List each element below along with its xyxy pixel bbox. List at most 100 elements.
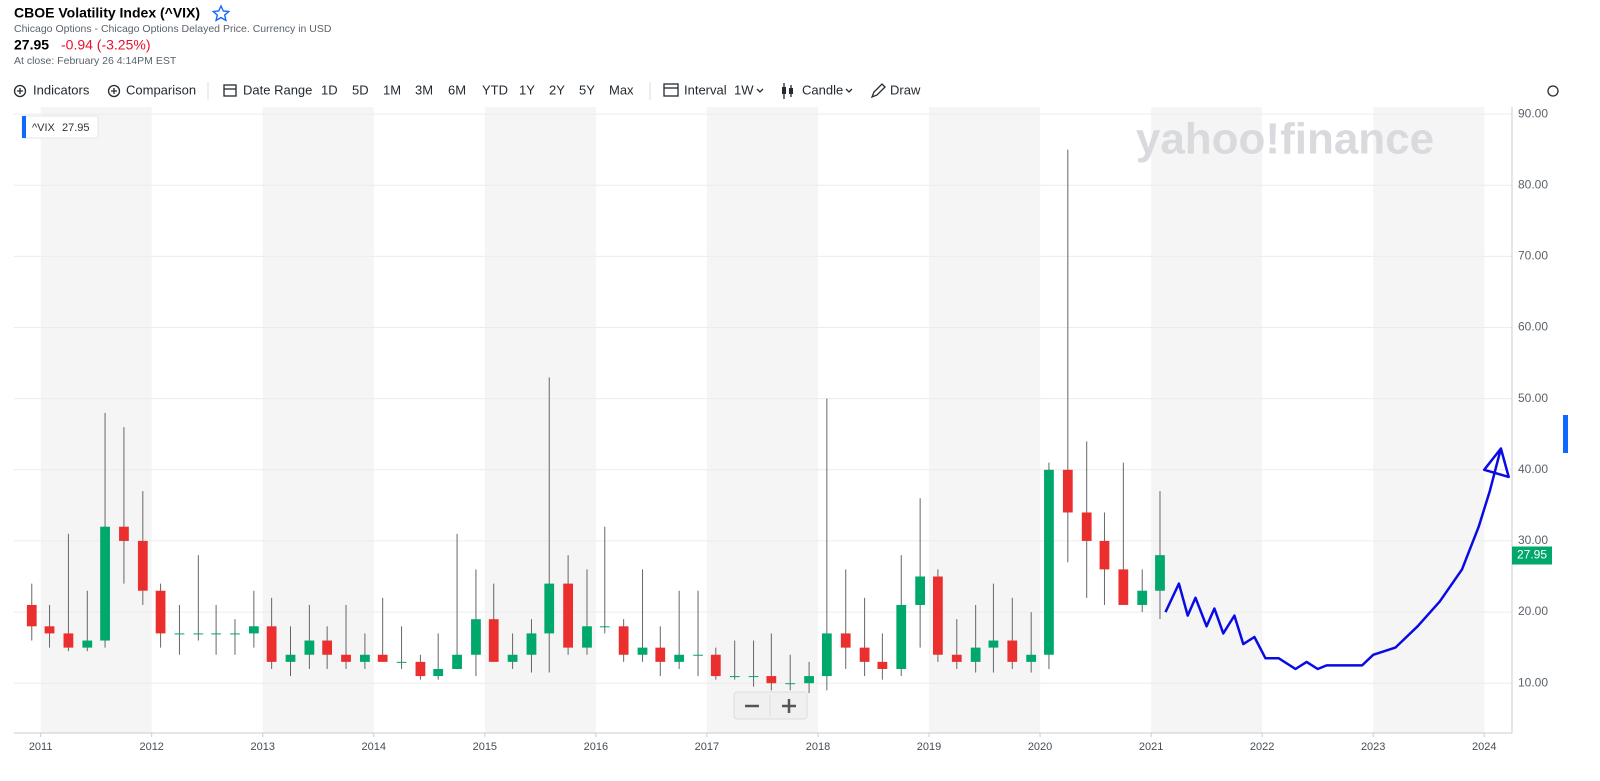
watermark: yahoo!finance: [1136, 115, 1434, 164]
candle-body: [415, 661, 426, 677]
plot: [14, 113, 1512, 694]
icon: [223, 84, 237, 97]
year-band: [929, 107, 1041, 733]
range-button[interactable]: YTD: [482, 82, 508, 97]
candle-body: [174, 633, 185, 635]
icon: [13, 84, 27, 98]
candle-body: [266, 626, 277, 662]
date-range-button[interactable]: Date Range: [243, 82, 312, 97]
y-tick-label: 30.00: [1518, 533, 1548, 547]
hand-drawing: [1164, 447, 1510, 671]
candle-body: [785, 683, 796, 685]
x-tick-label: 2019: [917, 741, 941, 753]
candle-body: [1007, 640, 1018, 662]
candle-body: [322, 640, 333, 655]
candle-body: [1137, 590, 1148, 605]
year-band: [40, 107, 152, 733]
subtitle: Chicago Options - Chicago Options Delaye…: [14, 23, 332, 35]
candle-body: [26, 604, 37, 627]
side-tab[interactable]: [1563, 415, 1568, 453]
x-tick-label: 2012: [139, 741, 163, 753]
candle-body: [710, 654, 721, 677]
candle-body: [44, 626, 55, 634]
candle-body: [155, 590, 166, 634]
candle-body: [507, 654, 518, 662]
range-button[interactable]: Max: [609, 82, 634, 97]
candle-body: [840, 633, 851, 648]
settings-icon[interactable]: [1547, 85, 1559, 97]
y-tick-label: 70.00: [1518, 249, 1548, 263]
x-tick-label: 2024: [1472, 741, 1496, 753]
range-buttons: 1D 5D 1M 3M 6M YTD 1Y 2Y 5Y Max: [321, 82, 634, 97]
candle-body: [452, 654, 462, 669]
range-button[interactable]: 1Y: [519, 82, 535, 97]
comparison-button[interactable]: Comparison: [126, 82, 196, 97]
candle-body: [100, 526, 110, 641]
draw-button[interactable]: Draw: [890, 82, 921, 97]
candle-body: [988, 640, 999, 648]
candle-body: [285, 654, 296, 662]
candle-body: [1155, 555, 1165, 591]
icon: [782, 87, 786, 94]
candle-body: [970, 647, 981, 662]
interval-value[interactable]: 1W: [734, 82, 754, 97]
candle-body: [193, 633, 204, 635]
candle-body: [1062, 469, 1073, 513]
year-band: [1373, 107, 1485, 733]
year-band: [262, 107, 374, 733]
x-tick-label: 2018: [806, 741, 830, 753]
chart-style-button[interactable]: Candle: [802, 82, 843, 97]
candle-body: [729, 676, 740, 678]
label-accent: [22, 116, 26, 138]
price: 27.95: [14, 37, 49, 53]
icon: [870, 83, 886, 99]
candle-body: [544, 583, 555, 634]
range-button[interactable]: 5D: [352, 82, 369, 97]
range-button[interactable]: 5Y: [579, 82, 595, 97]
range-button[interactable]: 2Y: [549, 82, 565, 97]
y-tick-label: 40.00: [1518, 462, 1548, 476]
y-tick-label: 60.00: [1518, 320, 1548, 334]
last-price-label: 27.95: [1517, 548, 1547, 562]
candle-body: [933, 576, 943, 655]
candle-body: [1118, 569, 1129, 605]
icon: [17, 88, 23, 94]
candle-body: [563, 583, 574, 648]
candle-body: [1099, 540, 1110, 570]
candle-body: [821, 633, 832, 677]
candle-body: [582, 626, 592, 648]
candle-body: [1044, 469, 1054, 655]
candle-body: [119, 526, 129, 541]
x-tick-label: 2015: [473, 741, 497, 753]
watch-star[interactable]: [211, 4, 231, 22]
candle-body: [471, 619, 481, 655]
candle-body: [915, 576, 926, 605]
zoom-in[interactable]: [782, 699, 796, 713]
range-button[interactable]: 1D: [321, 82, 338, 97]
candle-body: [766, 676, 777, 684]
series-label: ^VIX 27.95: [21, 115, 99, 139]
icon: [789, 88, 793, 94]
candle-body: [877, 661, 888, 669]
year-band: [1151, 107, 1263, 733]
candle-body: [674, 654, 685, 662]
candle-body: [693, 654, 703, 656]
year-bands: [40, 107, 1485, 733]
range-button[interactable]: 3M: [415, 82, 433, 97]
candle-body: [1026, 654, 1037, 662]
candle-body: [230, 633, 240, 635]
candle-body: [951, 654, 962, 662]
range-button[interactable]: 6M: [448, 82, 466, 97]
icon: [663, 83, 679, 97]
candle-body: [526, 633, 537, 655]
range-button[interactable]: 1M: [383, 82, 401, 97]
candle-body: [859, 647, 870, 662]
icon: [107, 84, 121, 98]
indicators-button[interactable]: Indicators: [33, 82, 90, 97]
candle-body: [599, 626, 610, 628]
interval-button[interactable]: Interval: [684, 82, 727, 97]
title: CBOE Volatility Index (^VIX): [14, 5, 200, 21]
candle-body: [377, 654, 388, 662]
candle-body: [304, 640, 315, 655]
